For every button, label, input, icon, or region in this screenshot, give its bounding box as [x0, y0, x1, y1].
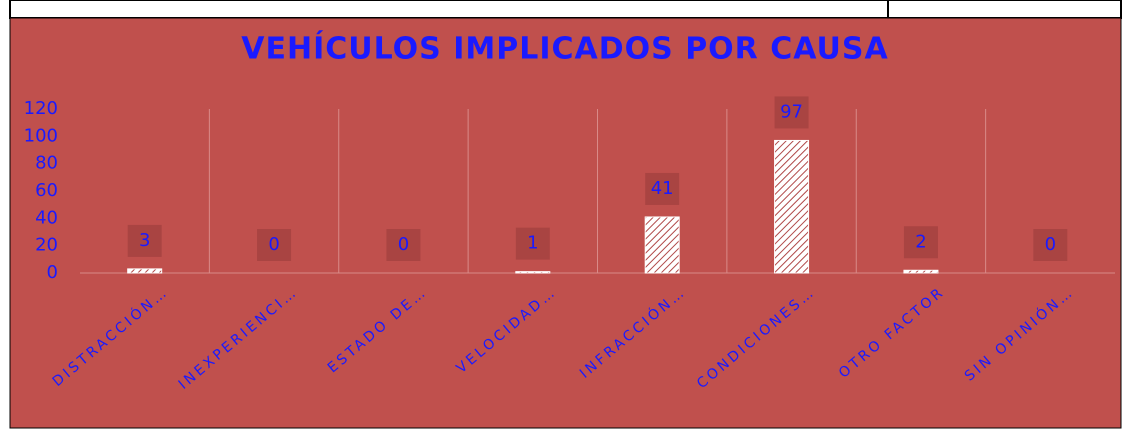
data-label: 1 — [527, 233, 538, 254]
data-label-box — [645, 172, 680, 205]
data-label-box — [127, 224, 162, 257]
data-label-box — [903, 226, 938, 259]
data-label-box — [774, 96, 809, 129]
bar — [903, 269, 939, 274]
y-tick-label: 20 — [35, 235, 58, 256]
data-label: 0 — [268, 234, 279, 255]
data-label-box — [515, 227, 550, 260]
data-label: 97 — [780, 101, 803, 122]
y-tick-label: 60 — [35, 180, 58, 201]
chart-area — [9, 17, 1122, 429]
data-label: 41 — [651, 178, 674, 199]
data-label-box — [257, 229, 292, 261]
data-label: 0 — [398, 234, 409, 255]
data-label: 2 — [915, 231, 926, 252]
data-label-box — [386, 229, 421, 261]
y-tick-label: 40 — [35, 207, 58, 228]
bar — [774, 139, 810, 274]
bar — [644, 216, 680, 274]
data-label-box — [1033, 229, 1068, 261]
table-row — [9, 0, 1122, 19]
bar — [515, 271, 551, 274]
y-tick-label: 120 — [24, 98, 58, 119]
y-tick-label: 100 — [24, 125, 58, 146]
chart-title: VEHÍCULOS IMPLICADOS POR CAUSA — [241, 31, 888, 67]
y-tick-label: 80 — [35, 153, 58, 174]
data-label: 3 — [139, 230, 150, 251]
bar — [127, 268, 163, 274]
y-tick-label: 0 — [47, 262, 58, 283]
data-label: 0 — [1045, 234, 1056, 255]
